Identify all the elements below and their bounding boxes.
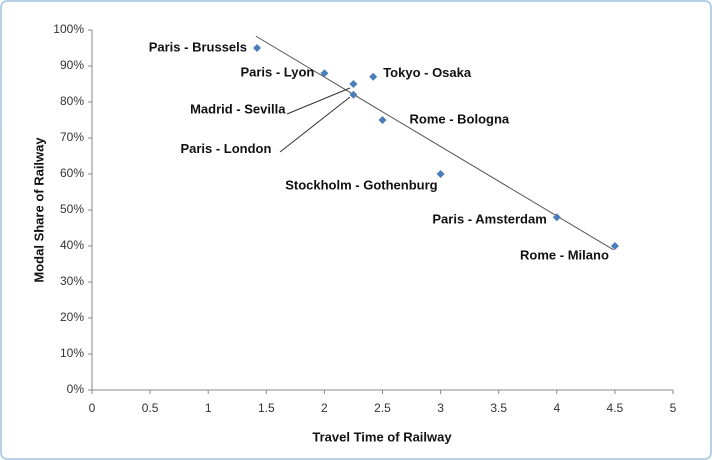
x-tick-label: 4 [553, 401, 560, 415]
y-tick-label: 100% [53, 22, 84, 36]
point-label: Stockholm - Gothenburg [285, 177, 437, 192]
point-label: Madrid - Sevilla [190, 101, 286, 116]
data-point [369, 72, 378, 81]
leader-line [286, 87, 351, 115]
x-tick-label: 2.5 [374, 401, 391, 415]
trendline [255, 35, 614, 251]
x-tick-label: 2 [321, 401, 328, 415]
data-point [253, 44, 262, 52]
y-tick-label: 70% [60, 130, 84, 144]
y-tick-label: 60% [60, 166, 84, 180]
point-label: Paris - Amsterdam [432, 212, 546, 227]
data-point [349, 80, 358, 88]
x-tick-label: 3.5 [490, 401, 507, 415]
point-label: Rome - Milano [520, 247, 609, 262]
x-tick-label: 0 [89, 401, 96, 415]
y-tick-label: 50% [60, 202, 84, 216]
x-tick-label: 0.5 [142, 401, 159, 415]
y-tick-label: 90% [60, 58, 84, 72]
y-tick-label: 40% [60, 238, 84, 252]
point-label: Rome - Bologna [410, 111, 510, 126]
y-axis-title: Modal Share of Railway [31, 137, 46, 283]
data-point [610, 242, 619, 250]
x-tick-label: 1.5 [258, 401, 275, 415]
data-point [378, 116, 387, 124]
data-point [349, 90, 358, 99]
data-point [552, 213, 561, 222]
y-tick-label: 10% [60, 346, 84, 360]
y-tick-label: 20% [60, 310, 84, 324]
data-point [436, 170, 445, 178]
point-label: Tokyo - Osaka [383, 65, 472, 80]
leader-line [279, 96, 351, 153]
point-label: Paris - London [180, 141, 271, 156]
x-axis-title: Travel Time of Railway [312, 429, 452, 444]
y-tick-label: 80% [60, 94, 84, 108]
data-point [320, 69, 329, 78]
x-tick-label: 3 [437, 401, 444, 415]
point-label: Paris - Brussels [149, 39, 247, 54]
point-label: Paris - Lyon [240, 65, 314, 80]
y-tick-label: 30% [60, 274, 84, 288]
x-tick-label: 5 [670, 401, 677, 415]
x-tick-label: 1 [205, 401, 212, 415]
y-tick-label: 0% [67, 382, 85, 396]
x-tick-label: 4.5 [607, 401, 624, 415]
